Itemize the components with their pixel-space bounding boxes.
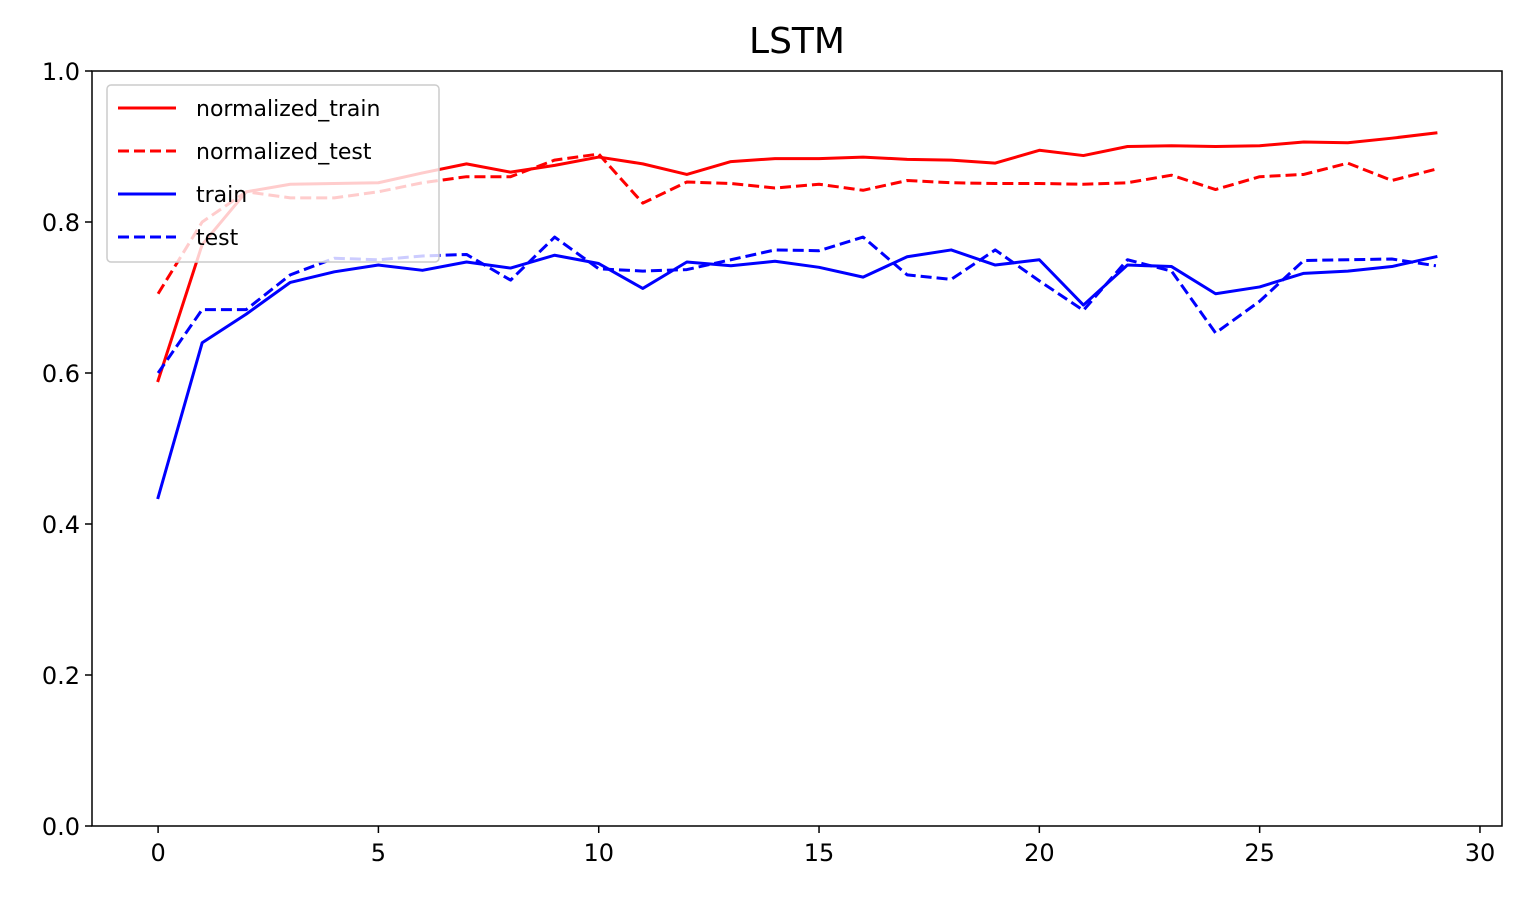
legend-label-normalized-train: normalized_train — [196, 97, 380, 122]
chart-title: LSTM — [749, 21, 845, 62]
legend-box — [106, 84, 440, 263]
x-tick-label: 25 — [1244, 839, 1275, 867]
y-tick-label: 0.4 — [42, 511, 80, 539]
y-tick-label: 0.6 — [42, 360, 80, 388]
legend-label-test: test — [196, 226, 239, 251]
x-tick-label: 20 — [1024, 839, 1055, 867]
x-tick-label: 30 — [1465, 839, 1496, 867]
plot-frame — [91, 70, 1503, 827]
axis-ticks: 0 5 10 15 20 25 30 0.0 0.2 0.4 0.6 0.8 1.0 — [42, 58, 1495, 867]
legend-label-train: train — [196, 183, 247, 208]
y-tick-label: 0.2 — [42, 662, 80, 690]
legend-label-normalized-test: normalized_test — [196, 140, 372, 165]
x-tick-label: 10 — [583, 839, 614, 867]
y-tick-label: 0.8 — [42, 209, 80, 237]
x-tick-label: 5 — [371, 839, 386, 867]
x-tick-label: 0 — [150, 839, 165, 867]
x-tick-label: 15 — [804, 839, 835, 867]
y-tick-label: 1.0 — [42, 58, 80, 86]
series-line-train — [156, 248, 1438, 500]
y-tick-label: 0.0 — [42, 813, 80, 841]
